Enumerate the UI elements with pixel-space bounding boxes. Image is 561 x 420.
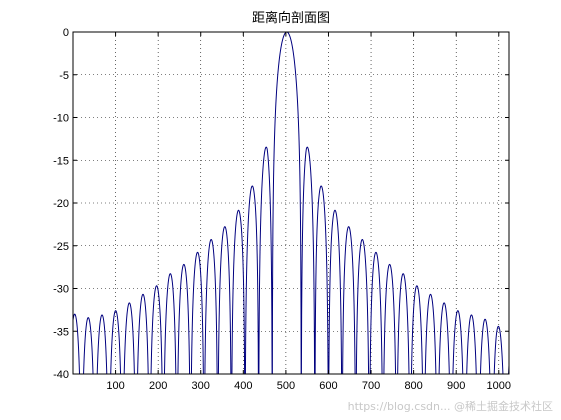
grid-lines bbox=[73, 32, 509, 374]
axes-box bbox=[72, 31, 510, 375]
y-tick-label--20: -20 bbox=[53, 198, 69, 210]
x-tick-label-400: 400 bbox=[234, 380, 252, 392]
x-tick-label-200: 200 bbox=[149, 380, 167, 392]
y-tick-label--5: -5 bbox=[59, 70, 69, 82]
x-tick-label-900: 900 bbox=[447, 380, 465, 392]
y-tick-label--35: -35 bbox=[53, 326, 69, 338]
y-tick-label--40: -40 bbox=[53, 369, 69, 381]
axis-ticks: 100 200 300 400 500 600 700 800 900 1000 0 -5 -10 -15… bbox=[53, 27, 511, 392]
plot-area bbox=[73, 32, 509, 374]
y-tick-label-0: 0 bbox=[63, 27, 69, 39]
x-tick-label-800: 800 bbox=[404, 380, 422, 392]
range-profile-line bbox=[73, 32, 509, 374]
watermark-text: https://blog.csdn... @稀土掘金技术社区 bbox=[347, 400, 553, 413]
chart-title: 距离向剖面图 bbox=[252, 10, 330, 26]
x-tick-label-600: 600 bbox=[319, 380, 337, 392]
x-tick-label-100: 100 bbox=[106, 380, 124, 392]
x-tick-label-300: 300 bbox=[192, 380, 210, 392]
x-tick-label-700: 700 bbox=[362, 380, 380, 392]
y-tick-label--25: -25 bbox=[53, 241, 69, 253]
y-tick-label--15: -15 bbox=[53, 155, 69, 167]
x-tick-label-1000: 1000 bbox=[487, 380, 511, 392]
x-tick-label-500: 500 bbox=[277, 380, 295, 392]
y-tick-label--10: -10 bbox=[53, 113, 69, 125]
y-tick-label--30: -30 bbox=[53, 284, 69, 296]
